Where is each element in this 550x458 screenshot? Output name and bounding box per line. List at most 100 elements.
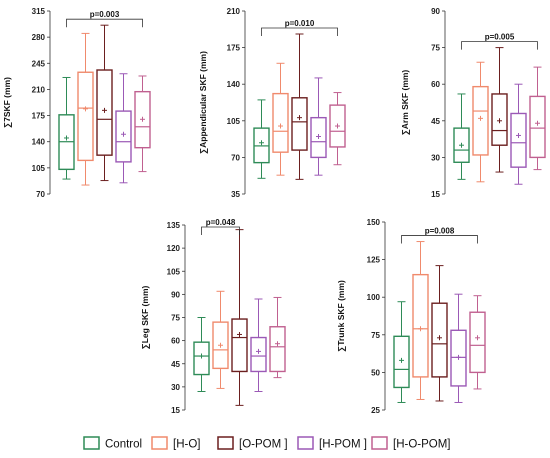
- p-value-label: p=0.010: [285, 19, 315, 28]
- y-tick-label: 90: [171, 290, 180, 299]
- y-tick-label: 75: [431, 44, 440, 53]
- legend-swatch: [371, 436, 388, 450]
- chart-panel-5: 25 50 75 100 125 150 ∑Trunk SKF (mm) p=0.008: [336, 218, 486, 415]
- y-tick-label: 75: [371, 331, 380, 340]
- y-tick-label: 150: [367, 218, 381, 227]
- box-iqr: [77, 71, 94, 162]
- y-tick-label: 70: [231, 153, 240, 162]
- bracket-line: [201, 226, 240, 235]
- y-tick-label: 140: [227, 80, 241, 89]
- y-tick-label: 70: [36, 190, 45, 199]
- y-tick-label: 140: [32, 138, 46, 147]
- box-1: [453, 93, 470, 180]
- box-iqr: [231, 318, 248, 373]
- y-tick-label: 45: [171, 360, 180, 369]
- legend-swatch: [217, 436, 234, 450]
- box-4: [115, 73, 132, 184]
- box-iqr: [272, 92, 289, 153]
- y-tick-label: 75: [171, 314, 180, 323]
- y-tick-label: 30: [171, 383, 180, 392]
- y-tick-label: 105: [167, 267, 181, 276]
- box-3: [491, 47, 508, 173]
- y-tick-label: 15: [431, 190, 440, 199]
- box-5: [329, 92, 346, 166]
- y-tick-label: 210: [32, 85, 46, 94]
- y-tick-label: 100: [367, 293, 381, 302]
- y-tick-label: 210: [227, 7, 241, 16]
- significance-bracket: p=0.008: [401, 227, 478, 244]
- y-tick-label: 315: [32, 7, 46, 16]
- box-5: [134, 75, 151, 173]
- y-tick-label: 125: [367, 256, 381, 265]
- legend-label: [O-POM ]: [239, 439, 288, 451]
- significance-bracket: p=0.010: [261, 19, 338, 37]
- box-iqr: [269, 326, 286, 373]
- chart-panel-3: 15 30 45 60 75 90 ∑Arm SKF (mm) p=0.005: [400, 7, 546, 199]
- legend-item-2: [H-O]: [151, 436, 200, 451]
- legend-label: [H-POM ]: [319, 439, 367, 451]
- p-value-label: p=0.008: [425, 227, 455, 236]
- box-4: [310, 77, 327, 176]
- p-value-label: p=0.005: [485, 33, 515, 42]
- legend-label: [H-O-POM]: [393, 439, 451, 451]
- box-5: [269, 296, 286, 379]
- y-tick-label: 35: [231, 190, 240, 199]
- y-tick-label: 245: [32, 59, 46, 68]
- y-tick-label: 90: [431, 7, 440, 16]
- bracket-line: [66, 18, 143, 28]
- y-tick-label: 60: [171, 337, 180, 346]
- legend-swatch: [297, 436, 314, 450]
- box-1: [393, 301, 410, 403]
- y-tick-label: 280: [32, 33, 46, 42]
- legend-label: [H-O]: [173, 439, 200, 451]
- box-4: [510, 83, 527, 185]
- box-2: [472, 61, 489, 183]
- y-axis-title: ∑Leg SKF (mm): [140, 285, 150, 349]
- significance-bracket: p=0.005: [461, 33, 538, 50]
- box-1: [253, 99, 270, 179]
- y-tick-label: 15: [171, 406, 180, 415]
- y-tick-label: 25: [371, 406, 380, 415]
- y-tick-label: 105: [227, 117, 241, 126]
- box-iqr: [469, 311, 486, 374]
- y-tick-label: 50: [371, 368, 380, 377]
- box-iqr: [510, 112, 527, 168]
- y-axis-title: ∑Trunk SKF (mm): [336, 280, 346, 352]
- box-3: [231, 229, 248, 406]
- significance-bracket: p=0.003: [66, 10, 143, 28]
- legend-item-4: [H-POM ]: [297, 436, 367, 451]
- p-value-label: p=0.003: [90, 10, 120, 19]
- legend-swatch: [151, 436, 168, 450]
- chart-panel-1: 70 105 140 175 210 245 280 315 ∑7SKF (mm) p=0.003: [2, 7, 151, 199]
- box-5: [529, 66, 546, 171]
- box-3: [291, 33, 308, 180]
- y-tick-label: 105: [32, 164, 46, 173]
- bracket-line: [261, 27, 338, 37]
- legend-item-5: [H-O-POM]: [371, 436, 451, 451]
- box-3: [431, 265, 448, 402]
- box-2: [77, 32, 94, 186]
- bracket-line: [461, 41, 538, 50]
- legend-label: Control: [105, 439, 142, 451]
- significance-bracket: p=0.048: [201, 218, 240, 235]
- y-axis-title: ∑Appendicular SKF (mm): [198, 51, 208, 154]
- y-axis-title: ∑7SKF (mm): [2, 77, 12, 128]
- legend-swatch: [83, 436, 100, 450]
- box-5: [469, 295, 486, 390]
- y-tick-label: 30: [431, 153, 440, 162]
- chart-panel-4: 15 30 45 60 75 90 105 120 135 ∑Leg SKF (mm) p=0.04…: [140, 218, 286, 415]
- bracket-line: [401, 235, 478, 244]
- y-tick-label: 45: [431, 117, 440, 126]
- box-iqr: [529, 95, 546, 159]
- box-2: [272, 62, 289, 176]
- y-tick-label: 135: [167, 221, 181, 230]
- box-1: [58, 76, 75, 180]
- y-tick-label: 175: [227, 44, 241, 53]
- y-tick-label: 175: [32, 112, 46, 121]
- box-1: [193, 317, 210, 392]
- box-4: [450, 293, 467, 403]
- y-tick-label: 60: [431, 80, 440, 89]
- y-tick-label: 120: [167, 244, 181, 253]
- y-axis-title: ∑Arm SKF (mm): [400, 70, 410, 136]
